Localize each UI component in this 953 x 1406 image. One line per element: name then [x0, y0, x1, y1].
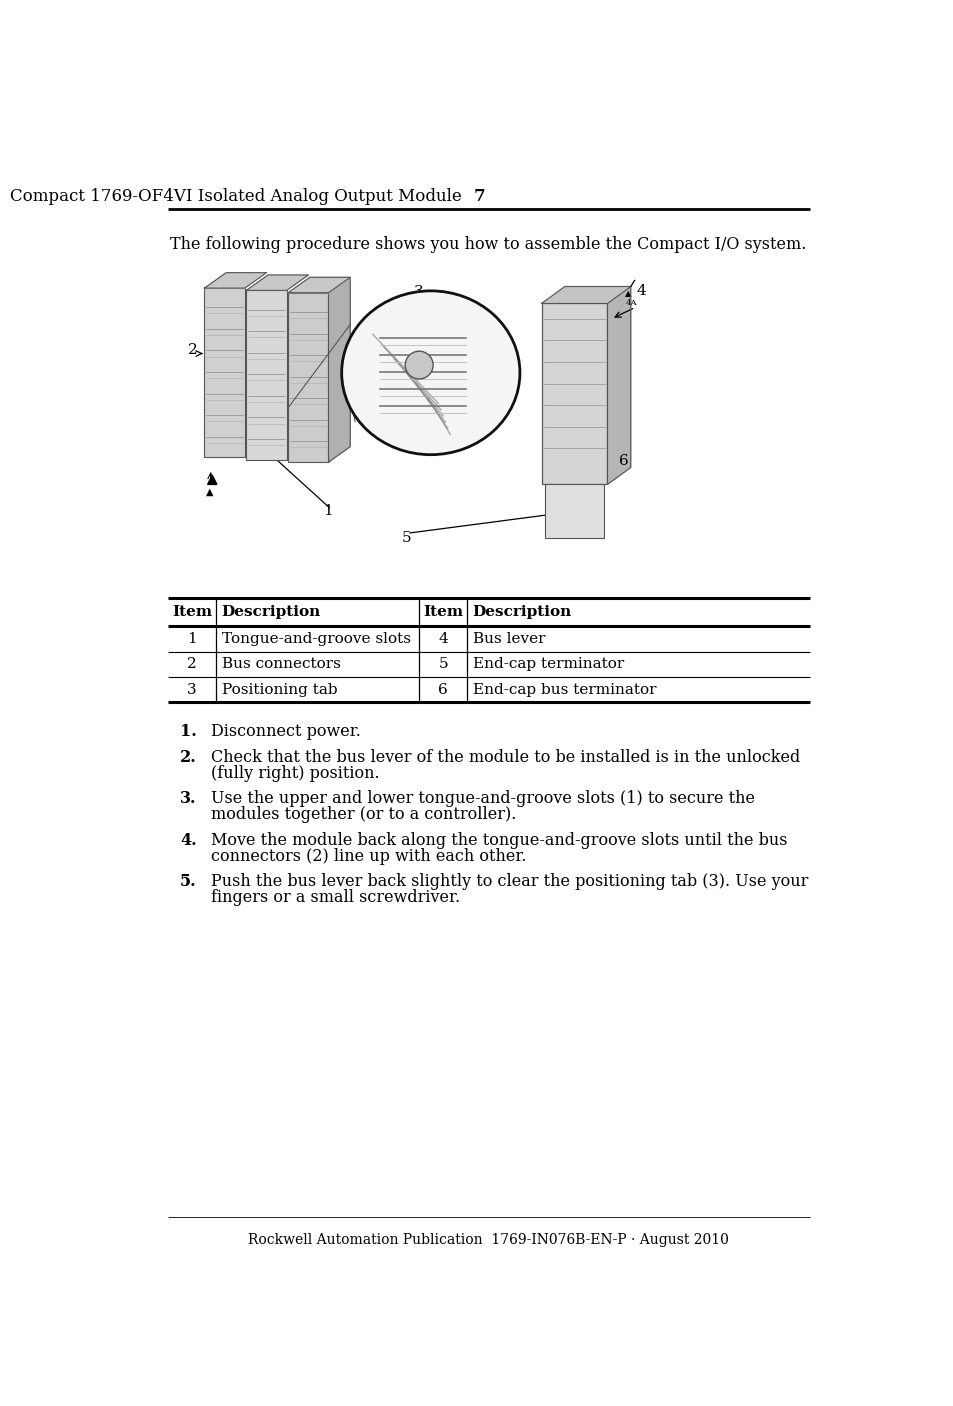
Text: 3.: 3.: [180, 790, 196, 807]
Text: 1: 1: [316, 408, 326, 422]
Text: 2: 2: [187, 657, 196, 671]
Text: Disconnect power.: Disconnect power.: [211, 723, 360, 740]
Text: End-cap bus terminator: End-cap bus terminator: [472, 683, 656, 696]
Bar: [204, 288, 245, 457]
Polygon shape: [607, 287, 630, 485]
Text: 2: 2: [187, 343, 197, 357]
Polygon shape: [328, 277, 350, 463]
Text: Description: Description: [472, 605, 571, 619]
Polygon shape: [288, 277, 350, 292]
Text: 4: 4: [637, 284, 646, 298]
Text: Use the upper and lower tongue-and-groove slots (1) to secure the: Use the upper and lower tongue-and-groov…: [211, 790, 754, 807]
Text: Bus lever: Bus lever: [472, 631, 544, 645]
Bar: [288, 292, 328, 463]
Text: 4.: 4.: [180, 832, 196, 849]
Ellipse shape: [341, 291, 519, 454]
Text: 7: 7: [473, 188, 484, 205]
Text: Tongue-and-groove slots: Tongue-and-groove slots: [221, 631, 410, 645]
Text: 6: 6: [437, 683, 448, 696]
Text: fingers or a small screwdriver.: fingers or a small screwdriver.: [211, 890, 459, 907]
Text: 4A: 4A: [625, 299, 637, 307]
Text: (fully right) position.: (fully right) position.: [211, 765, 379, 782]
Bar: [541, 304, 607, 485]
Text: Description: Description: [221, 605, 320, 619]
Text: Check that the bus lever of the module to be installed is in the unlocked: Check that the bus lever of the module t…: [211, 748, 800, 765]
Text: 1: 1: [187, 631, 196, 645]
Polygon shape: [208, 475, 216, 485]
Text: 1: 1: [323, 503, 333, 517]
Text: ▲: ▲: [206, 488, 213, 496]
Polygon shape: [204, 273, 266, 288]
Text: modules together (or to a controller).: modules together (or to a controller).: [211, 806, 516, 824]
Bar: [545, 485, 603, 538]
Text: 6: 6: [618, 454, 628, 468]
Text: Push the bus lever back slightly to clear the positioning tab (3). Use your: Push the bus lever back slightly to clea…: [211, 873, 807, 890]
Text: 4: 4: [437, 631, 448, 645]
Text: 3: 3: [414, 285, 423, 299]
Circle shape: [405, 352, 433, 380]
Text: The following procedure shows you how to assemble the Compact I/O system.: The following procedure shows you how to…: [170, 236, 805, 253]
Polygon shape: [246, 276, 308, 291]
Bar: [246, 291, 286, 460]
Polygon shape: [541, 287, 630, 304]
Text: Compact 1769-OF4VI Isolated Analog Output Module: Compact 1769-OF4VI Isolated Analog Outpu…: [10, 188, 472, 205]
Text: 3: 3: [187, 683, 196, 696]
Text: 1.: 1.: [180, 723, 196, 740]
Text: Move the module back along the tongue-and-groove slots until the bus: Move the module back along the tongue-an…: [211, 832, 786, 849]
Text: Positioning tab: Positioning tab: [221, 683, 336, 696]
Text: Bus connectors: Bus connectors: [221, 657, 340, 671]
Text: ▲: ▲: [624, 291, 630, 298]
Text: 5.: 5.: [180, 873, 196, 890]
Text: connectors (2) line up with each other.: connectors (2) line up with each other.: [211, 848, 526, 865]
Text: Rockwell Automation Publication  1769-IN076B-EN-P · August 2010: Rockwell Automation Publication 1769-IN0…: [248, 1233, 729, 1247]
Text: Item: Item: [172, 605, 212, 619]
Text: End-cap terminator: End-cap terminator: [472, 657, 623, 671]
Text: 5: 5: [438, 657, 448, 671]
Text: 2.: 2.: [180, 748, 196, 765]
Text: 5: 5: [402, 530, 412, 544]
Text: Item: Item: [423, 605, 463, 619]
